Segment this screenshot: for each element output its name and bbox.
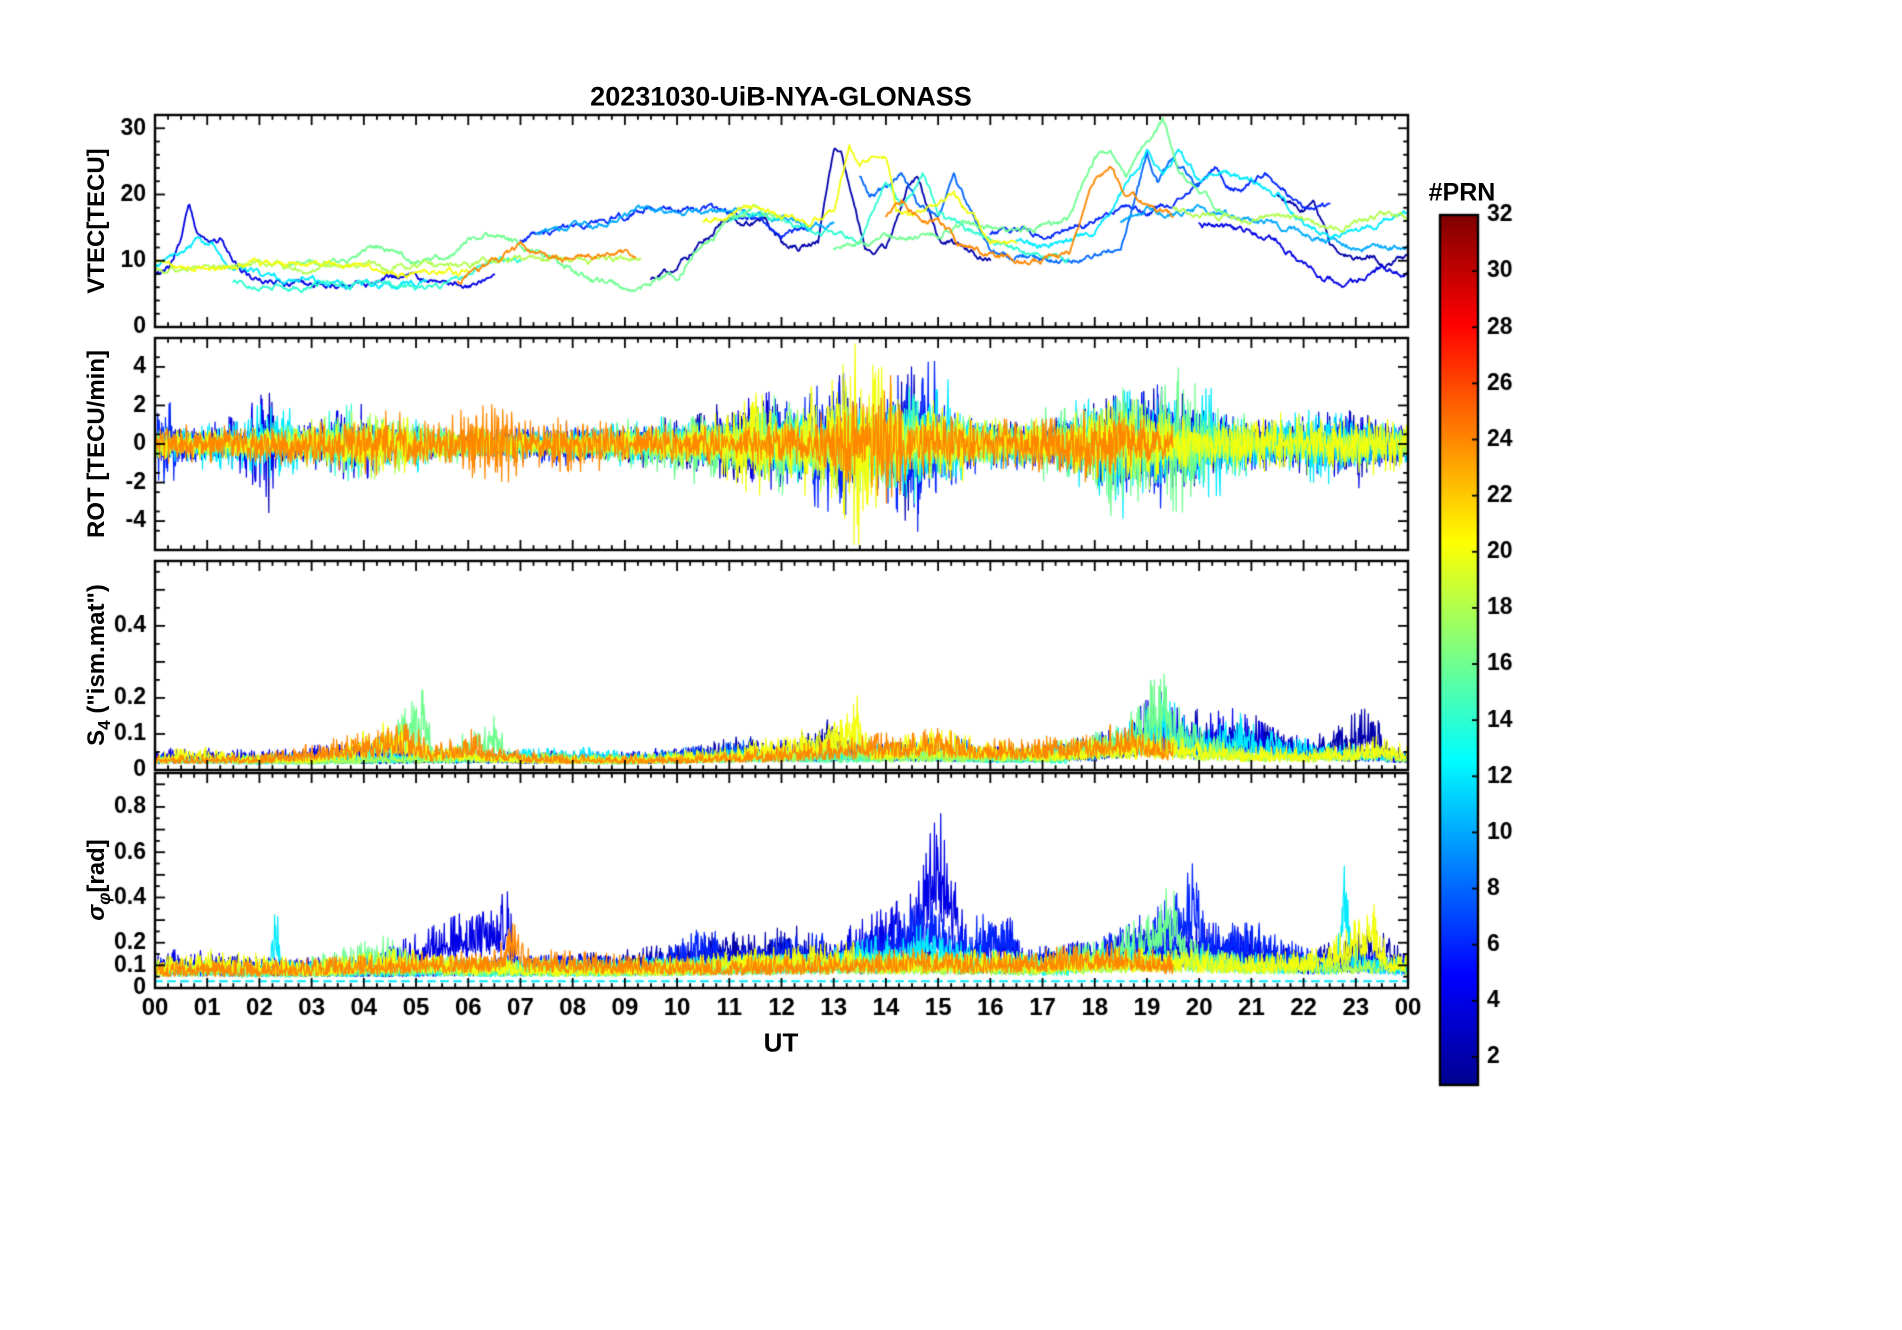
s4-axis-label: S4 ("ism.mat") <box>83 584 115 746</box>
sigma-phi-axis-label-sub: φ <box>93 892 114 905</box>
vtec-axis-label: VTEC[TECU] <box>83 148 115 293</box>
chart-title: 20231030-UiB-NYA-GLONASS <box>590 81 972 112</box>
colorbar-title: #PRN <box>1428 178 1496 207</box>
sigma-phi-axis-label-post: [rad] <box>83 839 111 893</box>
vtec-axis-label-text: VTEC[TECU] <box>83 148 111 294</box>
s4-axis-label-post: ("ism.mat") <box>83 584 111 721</box>
x-axis-label: UT <box>763 1027 799 1058</box>
s4-axis-label-sub: 4 <box>93 720 114 730</box>
rot-axis-label-text: ROT [TECU/min] <box>83 350 111 538</box>
sigma-phi-axis-label-text: σ <box>83 904 111 921</box>
s4-axis-label-text: S <box>83 729 111 746</box>
sigma-phi-axis-label: σφ[rad] <box>83 839 115 920</box>
rot-axis-label: ROT [TECU/min] <box>83 350 115 538</box>
